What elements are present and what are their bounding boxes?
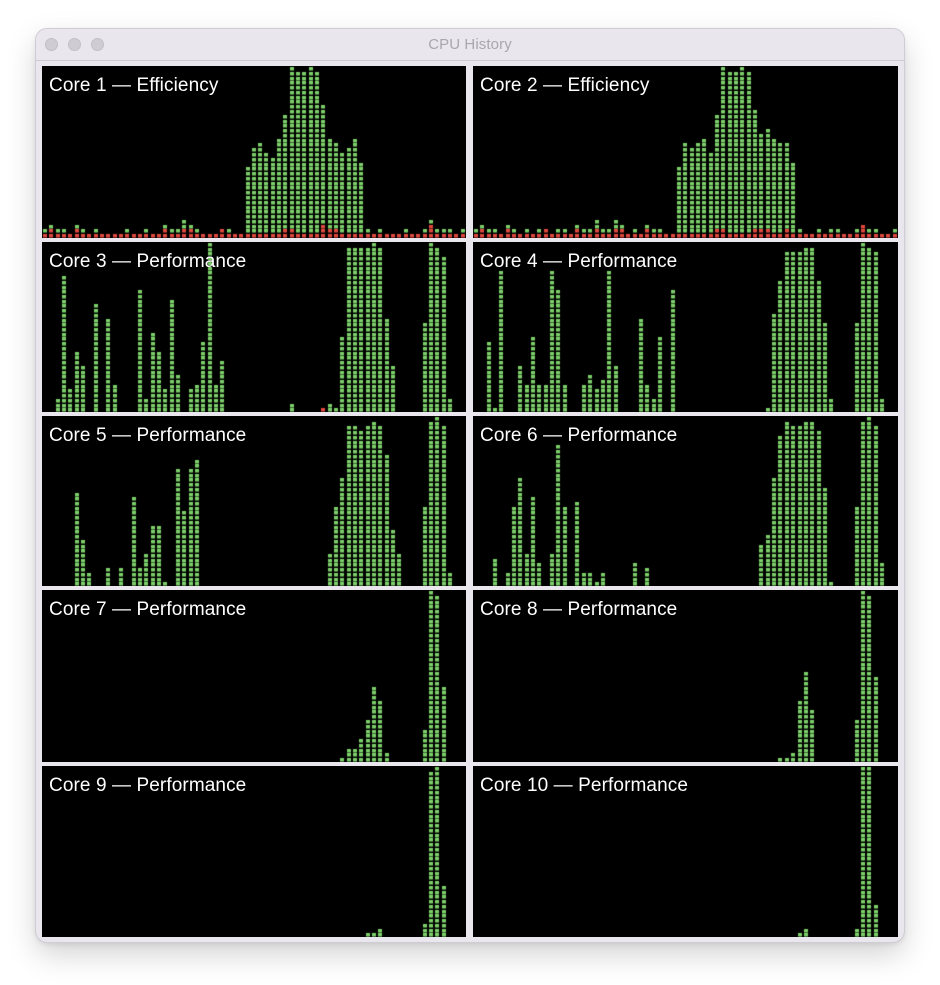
core-panel-3: Core 3 — Performance [42, 242, 466, 412]
core-label: Core 7 — Performance [49, 599, 247, 620]
core-panel-6: Core 6 — Performance [473, 416, 898, 586]
core-6-usage-chart [473, 416, 898, 586]
core-4-usage-chart [473, 242, 898, 412]
core-8-usage-chart [473, 590, 898, 762]
core-label: Core 6 — Performance [480, 425, 678, 446]
core-3-usage-chart [42, 242, 466, 412]
core-panel-8: Core 8 — Performance [473, 590, 898, 762]
core-panel-9: Core 9 — Performance [42, 766, 466, 937]
core-panel-5: Core 5 — Performance [42, 416, 466, 586]
core-7-usage-chart [42, 590, 466, 762]
core-panel-7: Core 7 — Performance [42, 590, 466, 762]
core-label: Core 5 — Performance [49, 425, 247, 446]
core-label: Core 8 — Performance [480, 599, 678, 620]
core-label: Core 2 — Efficiency [480, 75, 650, 96]
core-label: Core 9 — Performance [49, 775, 247, 796]
core-10-usage-chart [473, 766, 898, 937]
core-panel-2: Core 2 — Efficiency [473, 66, 898, 238]
close-button[interactable] [45, 38, 58, 51]
core-5-usage-chart [42, 416, 466, 586]
core-panel-10: Core 10 — Performance [473, 766, 898, 937]
cpu-history-window: CPU History Core 1 — Efficiency Core 2 —… [36, 29, 904, 942]
core-label: Core 3 — Performance [49, 251, 247, 272]
core-1-usage-chart [42, 66, 466, 238]
core-label: Core 1 — Efficiency [49, 75, 219, 96]
window-title: CPU History [428, 36, 512, 53]
core-panel-4: Core 4 — Performance [473, 242, 898, 412]
core-label: Core 10 — Performance [480, 775, 689, 796]
core-label: Core 4 — Performance [480, 251, 678, 272]
title-bar[interactable]: CPU History [36, 29, 904, 61]
core-panel-1: Core 1 — Efficiency [42, 66, 466, 238]
minimize-button[interactable] [68, 38, 81, 51]
zoom-button[interactable] [91, 38, 104, 51]
core-grid: Core 1 — Efficiency Core 2 — Efficiency … [42, 66, 898, 937]
core-2-usage-chart [473, 66, 898, 238]
core-9-usage-chart [42, 766, 466, 937]
